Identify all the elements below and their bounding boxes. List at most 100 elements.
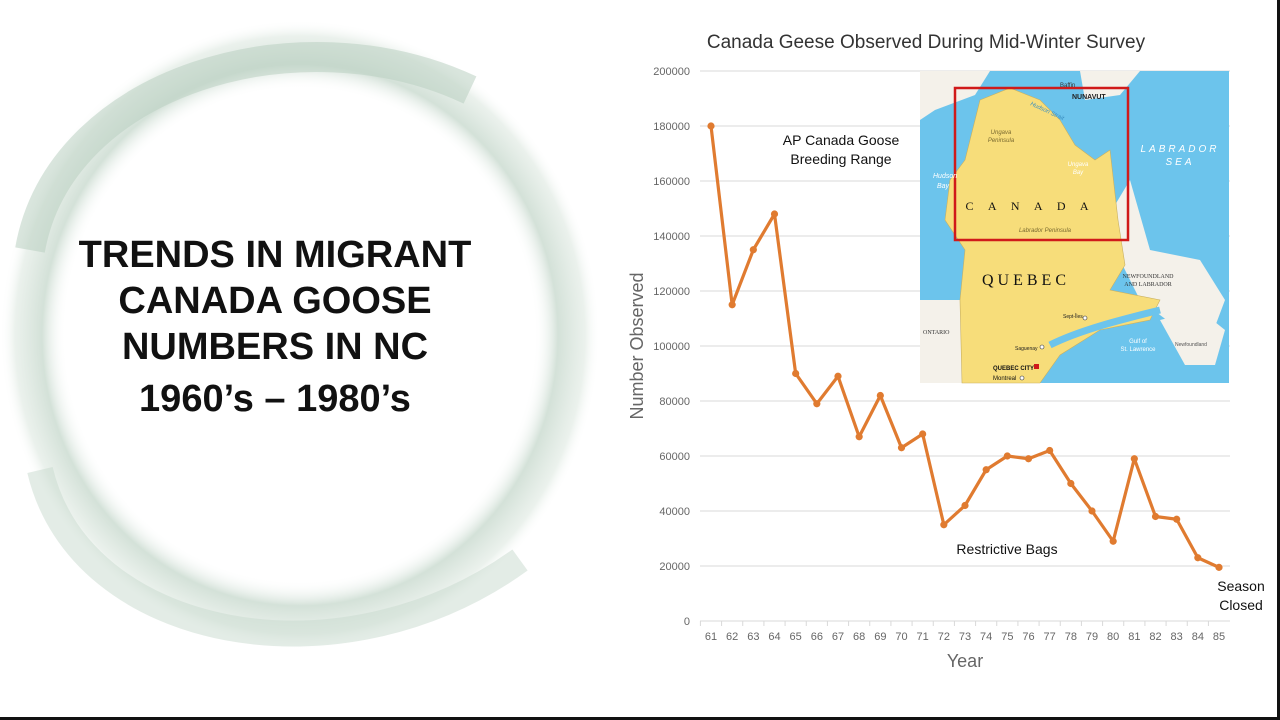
y-tick-label: 140000	[653, 231, 690, 243]
y-tick-label: 120000	[653, 286, 690, 298]
map-label-saguenay: Saguenay	[1015, 346, 1038, 352]
map-label-canada: C A N A D A	[965, 199, 1094, 213]
map-label-ontario: ONTARIO	[923, 330, 950, 336]
map-ontario	[920, 300, 965, 383]
x-tick-label: 70	[895, 631, 907, 643]
map-label-newfoundland: Newfoundland	[1175, 342, 1207, 348]
x-tick-label: 79	[1086, 631, 1098, 643]
data-point	[1088, 507, 1096, 515]
data-point	[1109, 537, 1117, 545]
x-tick-label: 73	[959, 631, 971, 643]
x-tick-label: 85	[1213, 631, 1225, 643]
data-point	[982, 466, 990, 474]
y-tick-label: 60000	[659, 451, 690, 463]
title-line-1: TRENDS IN MIGRANT	[78, 234, 472, 276]
x-tick-label: 62	[726, 631, 738, 643]
data-point	[940, 521, 948, 529]
data-point	[813, 400, 821, 408]
data-point	[1024, 455, 1033, 463]
y-tick-label: 20000	[659, 561, 690, 573]
y-tick-label: 100000	[653, 341, 690, 353]
y-tick-label: 180000	[653, 121, 690, 133]
annotation-season-closed-1: Season	[1217, 578, 1264, 594]
data-point	[1130, 455, 1138, 463]
data-point	[897, 444, 906, 452]
data-point	[1173, 515, 1181, 523]
map-label-labrador-sea: LABRADOR	[1140, 144, 1219, 155]
y-tick-label: 200000	[653, 66, 690, 78]
x-tick-label: 69	[874, 631, 886, 643]
data-point	[1067, 479, 1075, 488]
annotation-restrictive-bags: Restrictive Bags	[956, 541, 1057, 557]
map-label-ungava-bay: Ungava	[1068, 162, 1089, 168]
x-tick-label: 61	[705, 631, 717, 643]
x-tick-label: 75	[1001, 631, 1013, 643]
map-newfoundland-labrador	[1100, 180, 1225, 340]
x-tick-label: 82	[1149, 631, 1161, 643]
map-label-nfl-2: AND LABRADOR	[1124, 282, 1172, 288]
breeding-range-map: NUNAVUT Baffin Hudson Strait LABRADOR SE…	[920, 71, 1229, 384]
x-tick-label: 80	[1107, 631, 1119, 643]
map-label-labrador-sea-2: SEA	[1165, 157, 1194, 168]
data-point	[855, 433, 863, 441]
data-point	[1151, 512, 1160, 521]
title-line-3: NUMBERS IN NC	[121, 326, 429, 368]
data-point	[876, 391, 884, 400]
annotation-season-closed-2: Closed	[1219, 597, 1263, 613]
data-point	[1215, 563, 1223, 571]
x-tick-label: 65	[790, 631, 802, 643]
map-label-quebec-city: QUEBEC CITY	[993, 366, 1034, 372]
map-label-nunavut: NUNAVUT	[1072, 94, 1106, 101]
map-label-gulf-2: St. Lawrence	[1120, 347, 1156, 353]
map-label-quebec: QUEBEC	[982, 272, 1070, 289]
data-point	[961, 501, 969, 510]
data-point	[1194, 554, 1202, 562]
map-label-hudson-bay: Hudson	[933, 173, 957, 180]
x-tick-label: 76	[1022, 631, 1034, 643]
data-point	[1003, 452, 1011, 460]
x-tick-label: 84	[1192, 631, 1204, 643]
y-tick-label: 0	[684, 616, 690, 628]
x-tick-label: 68	[853, 631, 865, 643]
x-tick-label: 71	[917, 631, 929, 643]
y-tick-label: 160000	[653, 176, 690, 188]
data-point	[728, 301, 736, 309]
map-label-hudson-bay-2: Bay	[937, 183, 950, 190]
annotation-breeding-range-2: Breeding Range	[790, 151, 891, 167]
x-tick-label: 66	[811, 631, 823, 643]
map-label-sept-iles: Sept-Îles	[1063, 313, 1083, 320]
data-point	[834, 372, 842, 380]
map-label-labrador-peninsula: Labrador Peninsula	[1019, 228, 1072, 234]
slide-title: TRENDS IN MIGRANT CANADA GOOSE NUMBERS I…	[40, 232, 510, 421]
data-point	[707, 122, 715, 130]
data-point	[792, 369, 800, 378]
data-point	[1046, 446, 1054, 455]
x-axis-label: Year	[947, 651, 983, 671]
title-line-2: CANADA GOOSE	[118, 280, 432, 322]
y-axis-label: Number Observed	[627, 272, 647, 419]
slide-subtitle: 1960’s – 1980’s	[139, 378, 411, 420]
map-label-nfl: NEWFOUNDLAND	[1123, 274, 1175, 280]
x-tick-label: 63	[747, 631, 759, 643]
x-tick-label: 81	[1128, 631, 1140, 643]
x-tick-label: 72	[938, 631, 950, 643]
x-tick-label: 74	[980, 631, 992, 643]
x-tick-label: 83	[1171, 631, 1183, 643]
map-label-ungava: Ungava	[991, 130, 1012, 136]
x-tick-label: 78	[1065, 631, 1077, 643]
x-tick-label: 64	[768, 631, 780, 643]
map-label-ungava-2: Peninsula	[988, 138, 1015, 144]
breeding-range-highlight	[953, 86, 1130, 242]
data-point	[770, 210, 779, 218]
map-label-montreal: Montreal	[993, 376, 1016, 382]
chart-title: Canada Geese Observed During Mid-Winter …	[707, 32, 1146, 53]
map-quebec	[944, 87, 1161, 384]
map-label-ungava-bay-2: Bay	[1073, 170, 1084, 176]
map-label-baffin: Baffin	[1060, 83, 1075, 89]
x-tick-label: 77	[1044, 631, 1056, 643]
annotation-breeding-range-1: AP Canada Goose	[783, 132, 900, 148]
map-label-gulf: Gulf of	[1129, 339, 1147, 345]
data-point	[919, 430, 927, 438]
y-tick-label: 80000	[659, 396, 690, 408]
